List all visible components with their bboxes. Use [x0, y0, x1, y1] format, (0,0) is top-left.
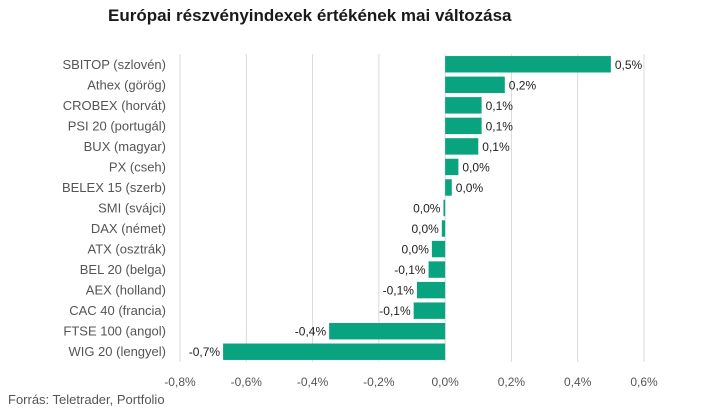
bar	[445, 76, 505, 94]
value-label: -0,4%	[295, 325, 327, 339]
bar	[416, 281, 446, 299]
bar	[445, 138, 479, 155]
x-tick-label: 0,2%	[498, 375, 526, 389]
value-label: -0,1%	[383, 284, 415, 298]
x-tick-label: 0,0%	[431, 375, 459, 389]
x-tick-label: -0,4%	[297, 375, 329, 389]
value-label: 0,1%	[486, 99, 514, 113]
category-label: BUX (magyar)	[84, 139, 166, 154]
value-label: 0,0%	[413, 202, 441, 216]
category-label: WIG 20 (lengyel)	[68, 344, 166, 359]
category-label: DAX (német)	[91, 221, 166, 236]
category-label: BELEX 15 (szerb)	[62, 180, 166, 195]
category-label: ATX (osztrák)	[88, 242, 167, 257]
x-tick-label: 0,6%	[630, 375, 658, 389]
grid-lines	[179, 54, 645, 362]
value-label: -0,7%	[189, 345, 221, 359]
labels: -0,8% -0,6% -0,4% -0,2% 0,0% 0,2% 0,4% 0,6% SBIT…	[62, 57, 658, 389]
value-label: 0,5%	[615, 58, 643, 72]
category-label: PSI 20 (portugál)	[68, 118, 166, 133]
bar	[441, 220, 446, 237]
x-tick-label: -0,8%	[164, 375, 196, 389]
bar	[413, 302, 446, 319]
x-tick-label: -0,2%	[363, 375, 395, 389]
bar	[445, 179, 452, 196]
value-label: -0,1%	[379, 304, 411, 318]
category-label: AEX (holland)	[86, 283, 166, 298]
category-label: PX (cseh)	[109, 159, 166, 174]
value-label: 0,0%	[411, 222, 439, 236]
chart-title: Európai részvényindexek értékének mai vá…	[108, 6, 512, 25]
category-label: SMI (svájci)	[98, 201, 166, 216]
category-label: BEL 20 (belga)	[80, 262, 166, 277]
source-note: Forrás: Teletrader, Portfolio	[8, 392, 165, 407]
x-tick-label: -0,6%	[231, 375, 263, 389]
category-label: SBITOP (szlovén)	[62, 57, 166, 72]
bar	[445, 97, 482, 114]
category-label: FTSE 100 (angol)	[63, 324, 166, 339]
bar	[431, 240, 446, 258]
category-label: CAC 40 (francia)	[69, 303, 166, 318]
value-label: 0,0%	[456, 181, 484, 195]
bar	[428, 261, 446, 278]
value-label: -0,1%	[394, 263, 426, 277]
category-label: CROBEX (horvát)	[63, 98, 166, 113]
value-label: 0,0%	[402, 243, 430, 257]
value-label: 0,2%	[509, 78, 537, 92]
bar	[223, 343, 446, 360]
bar	[445, 158, 459, 176]
value-label: 0,1%	[486, 119, 514, 133]
bar-chart: -0,8% -0,6% -0,4% -0,2% 0,0% 0,2% 0,4% 0,6% SBIT…	[62, 54, 658, 389]
bars	[223, 56, 611, 360]
bar	[443, 199, 446, 217]
bar	[445, 56, 611, 73]
category-label: Athex (görög)	[87, 77, 166, 92]
x-tick-label: 0,4%	[564, 375, 592, 389]
value-label: 0,1%	[482, 140, 510, 154]
value-label: 0,0%	[462, 160, 490, 174]
bar	[445, 117, 482, 135]
bar	[329, 322, 446, 340]
